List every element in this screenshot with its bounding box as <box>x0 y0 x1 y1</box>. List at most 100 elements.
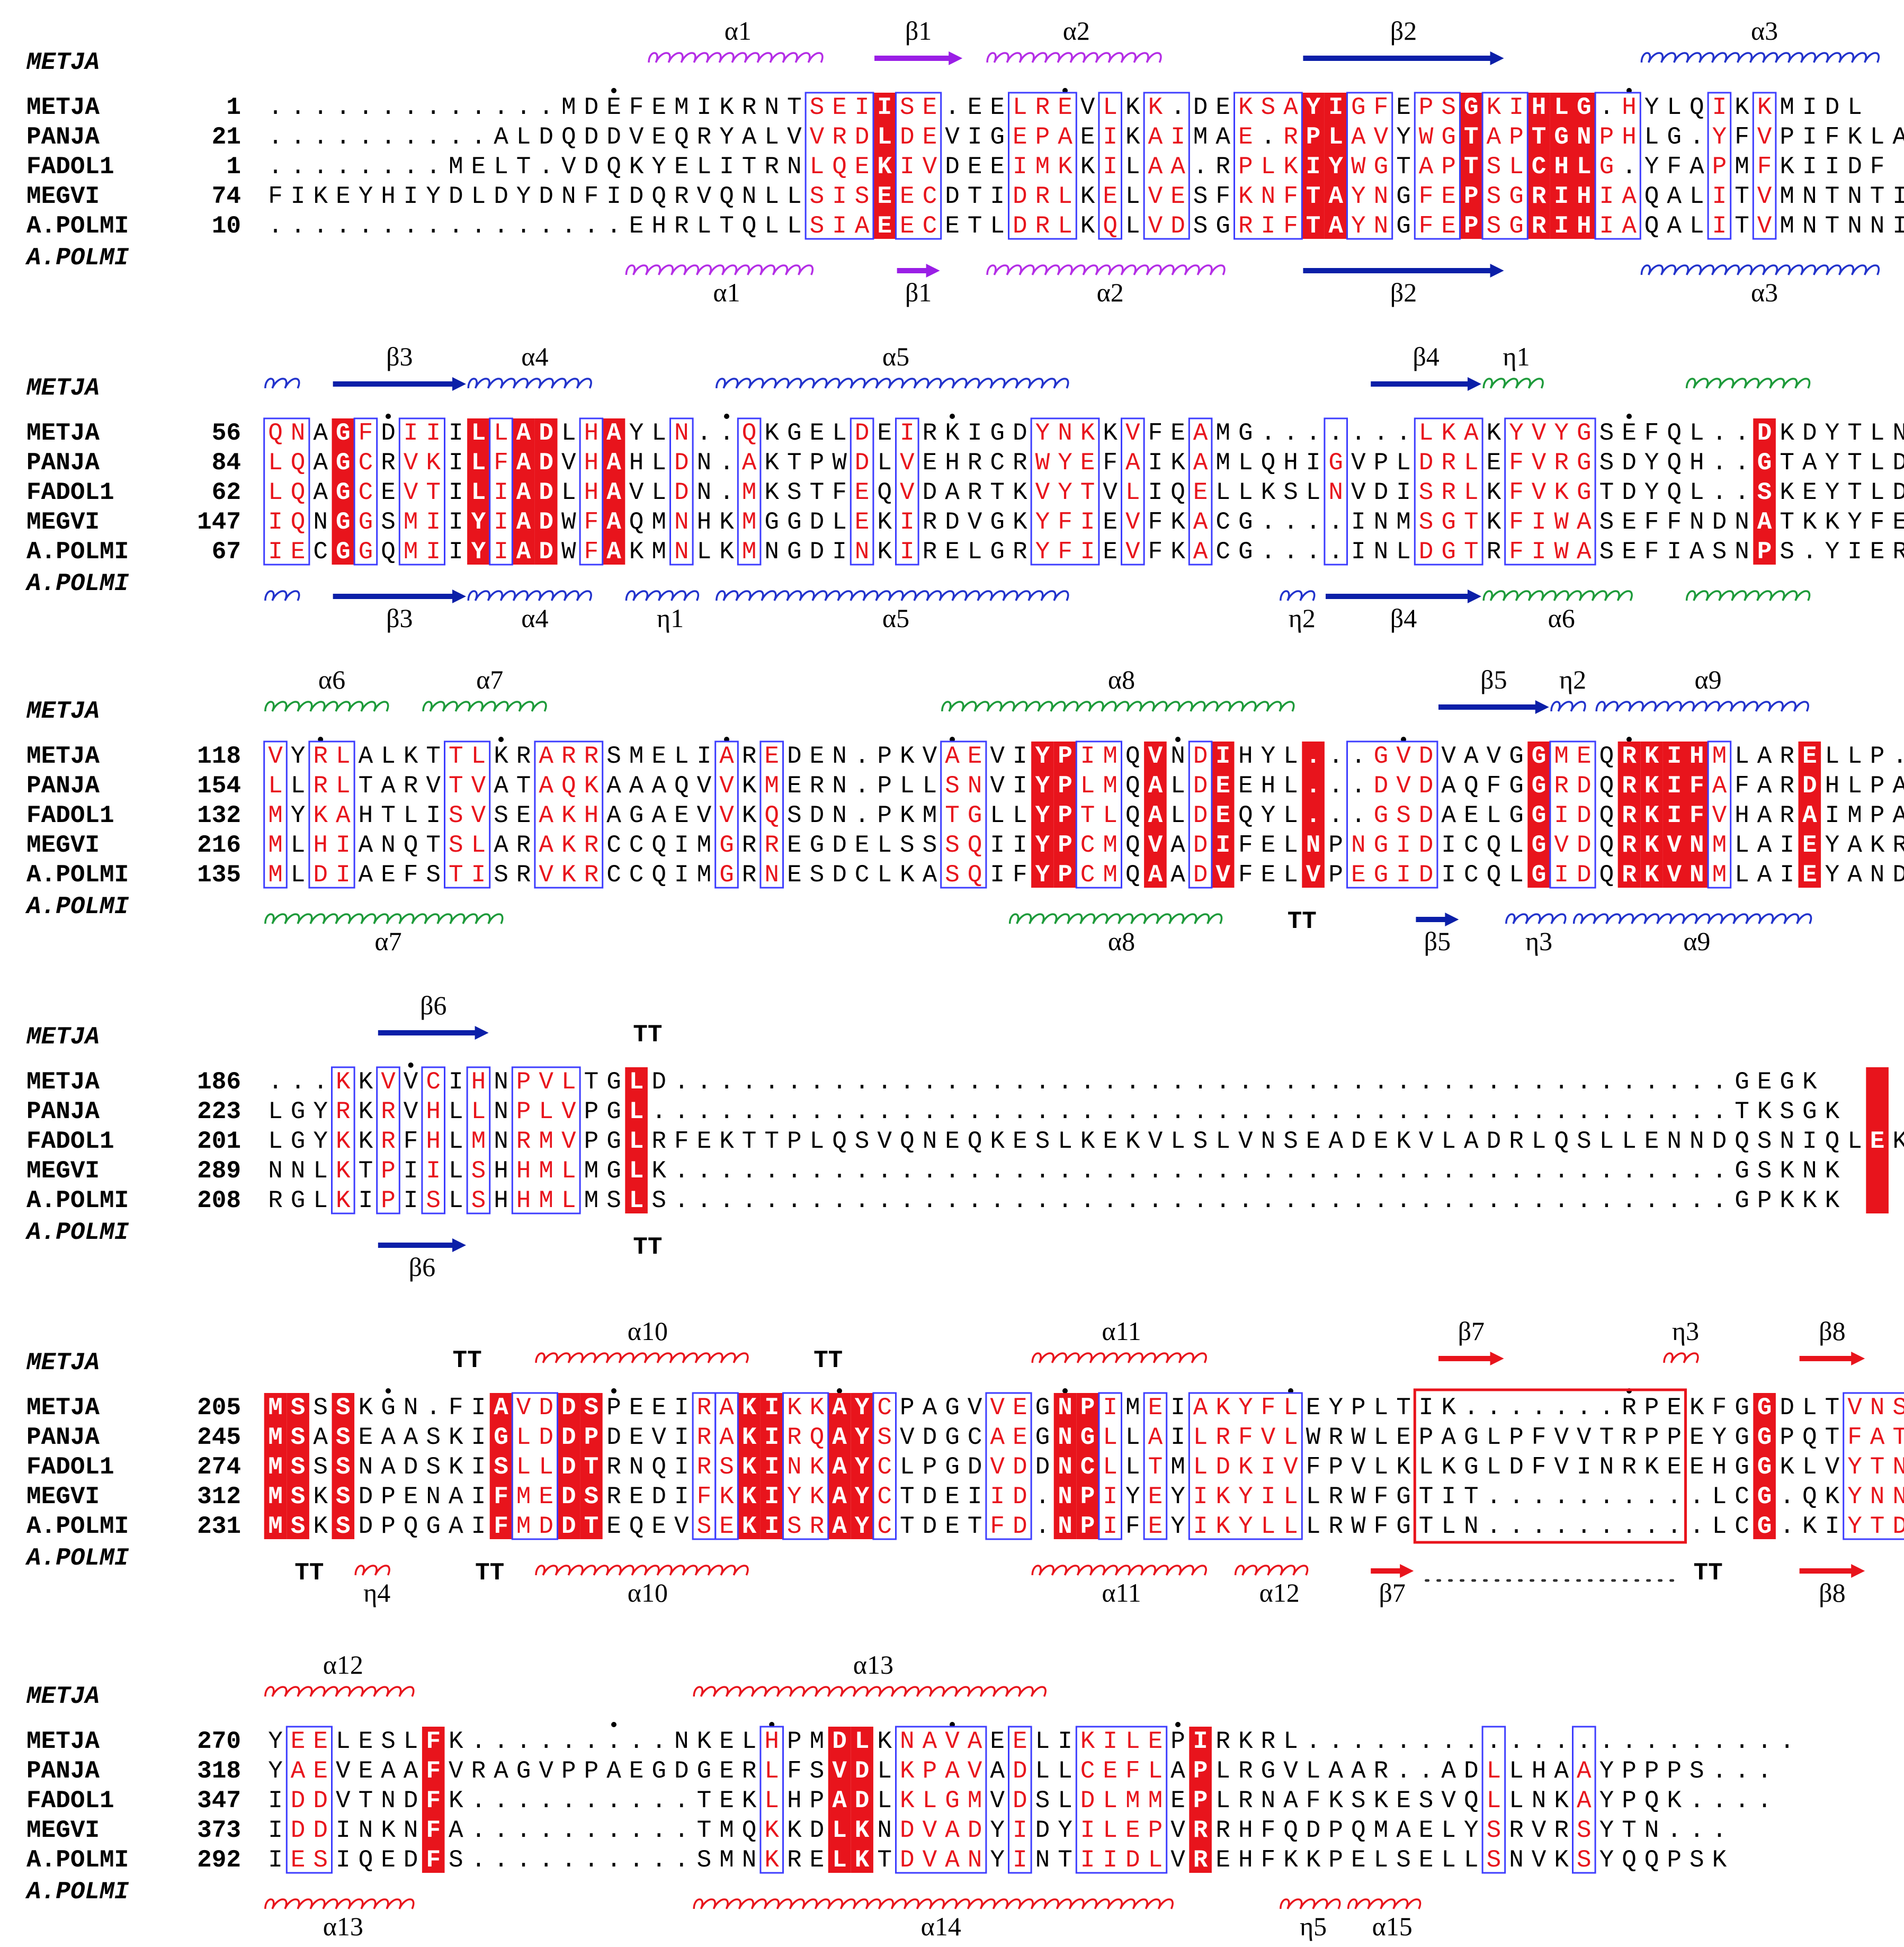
residue: C <box>313 538 328 566</box>
residue: L <box>1825 743 1840 770</box>
residue: . <box>1735 479 1749 506</box>
residue: H <box>584 419 599 447</box>
residue: S <box>1487 153 1501 181</box>
residue: . <box>764 1068 779 1096</box>
residue: I <box>1215 743 1230 770</box>
residue: F <box>494 449 508 477</box>
residue: I <box>1892 212 1904 240</box>
residue: S <box>1487 1846 1501 1874</box>
residue: . <box>832 1068 847 1096</box>
residue: . <box>629 1787 644 1815</box>
residue: S <box>291 1453 306 1481</box>
residue: A <box>313 419 328 447</box>
residue: F <box>1374 94 1389 121</box>
block-6-similarity-box <box>759 1726 784 1874</box>
residue: . <box>1306 1098 1321 1126</box>
residue: A <box>1757 772 1772 800</box>
residue: . <box>1058 1098 1072 1126</box>
residue: L <box>787 212 802 240</box>
residue: I <box>674 1424 689 1451</box>
residue: A <box>719 743 734 770</box>
residue: F <box>674 1128 689 1155</box>
block-2-similarity-box <box>895 417 919 566</box>
residue: S <box>336 1513 351 1540</box>
residue: I <box>404 1187 418 1214</box>
residue: L <box>1735 832 1749 859</box>
residue: I <box>900 508 915 536</box>
block-4-tick-dot <box>408 1062 414 1068</box>
residue: I <box>268 1817 283 1844</box>
residue: . <box>855 772 870 800</box>
residue: V <box>968 508 982 536</box>
residue: . <box>1013 1187 1027 1214</box>
residue: . <box>1712 1187 1727 1214</box>
residue: N <box>1847 212 1862 240</box>
residue: I <box>877 94 892 121</box>
residue: F <box>584 508 599 536</box>
residue: E <box>1577 743 1592 770</box>
residue: K <box>336 1128 351 1155</box>
residue: A <box>1667 212 1682 240</box>
residue: T <box>1780 508 1794 536</box>
residue: D <box>1013 183 1027 210</box>
residue: Y <box>1058 449 1072 477</box>
residue: I <box>426 1157 441 1185</box>
residue: . <box>629 1846 644 1874</box>
residue: H <box>516 1187 531 1214</box>
residue: K <box>1080 183 1095 210</box>
residue: . <box>404 94 418 121</box>
residue: L <box>1215 1787 1230 1815</box>
residue: T <box>426 479 441 506</box>
block-6-bottom-ss-label: α15 <box>1372 1912 1413 1941</box>
residue: H <box>787 1787 802 1815</box>
residue: E <box>1058 94 1072 121</box>
residue: V <box>1148 1128 1163 1155</box>
residue: T <box>1622 1817 1637 1844</box>
residue: . <box>561 1787 576 1815</box>
residue: T <box>1870 1513 1885 1540</box>
residue: N <box>291 419 306 447</box>
residue: S <box>787 802 802 829</box>
residue: L <box>1058 1787 1072 1815</box>
residue: . <box>1464 1728 1479 1755</box>
residue: A <box>1464 1128 1479 1155</box>
residue: T <box>1464 1483 1479 1511</box>
residue: . <box>1599 1068 1614 1096</box>
block-5-top-ss-label: α11 <box>1102 1316 1141 1346</box>
residue: L <box>1441 1817 1456 1844</box>
residue: I <box>449 479 463 506</box>
residue: S <box>1780 1098 1794 1126</box>
block-2-tick-dot <box>950 414 955 419</box>
block-3-identity-column <box>1031 742 1054 888</box>
residue: P <box>787 1728 802 1755</box>
residue: . <box>1261 419 1276 447</box>
residue: K <box>855 1817 870 1844</box>
sequence-name: PANJA <box>26 1424 100 1451</box>
residue: L <box>651 479 666 506</box>
residue: . <box>1712 449 1727 477</box>
residue: P <box>1058 861 1072 889</box>
residue: E <box>719 1513 734 1540</box>
residue: T <box>516 153 531 181</box>
residue: E <box>1215 802 1230 829</box>
residue: I <box>494 508 508 536</box>
residue: I <box>674 1394 689 1422</box>
residue: D <box>561 1483 576 1511</box>
residue: C <box>1080 1453 1095 1481</box>
residue: N <box>832 743 847 770</box>
residue: A <box>832 1424 847 1451</box>
residue: A <box>539 743 553 770</box>
residue: V <box>1396 772 1411 800</box>
residue: L <box>1080 772 1095 800</box>
residue: T <box>1396 153 1411 181</box>
residue: T <box>697 1787 712 1815</box>
residue: . <box>900 1098 915 1126</box>
residue: Q <box>1464 772 1479 800</box>
residue: D <box>1013 1757 1027 1785</box>
residue: F <box>1870 153 1885 181</box>
residue: . <box>1577 1098 1592 1126</box>
residue: A <box>606 772 621 800</box>
residue: . <box>968 1157 982 1185</box>
residue: E <box>1148 1394 1163 1422</box>
residue: . <box>1712 1157 1727 1185</box>
